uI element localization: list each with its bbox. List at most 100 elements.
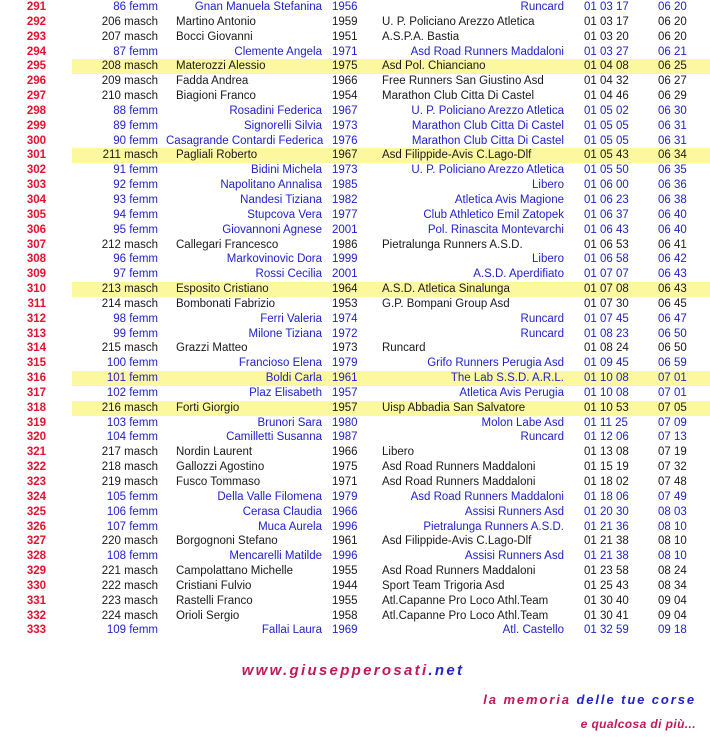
table-row: 296 209 masch Fadda Andrea 1966 Free Runners… (0, 74, 710, 89)
row-athlete-name: Forti Giorgio (166, 400, 326, 416)
row-birth-year: 1966 (332, 505, 358, 518)
row-bib-category: 206 masch (101, 15, 158, 28)
row-position: 325 (26, 505, 46, 518)
row-pace: 06 20 (658, 15, 687, 28)
table-row: 311 214 masch Bombonati Fabrizio 1953 G.P. B… (0, 297, 710, 312)
row-athlete-name: Mencarelli Matilde (229, 550, 322, 563)
row-position: 318 (26, 401, 46, 414)
row-pace: 07 01 (650, 371, 710, 386)
row-team: The Lab S.S.D. A.R.L. (374, 371, 574, 386)
row-position: 294 (26, 45, 46, 58)
row-finish-time: 01 07 08 (574, 282, 650, 297)
row-team: Runcard (520, 312, 564, 325)
row-finish-time: 01 03 20 (584, 30, 629, 43)
table-row: 294 87 femm Clemente Angela 1971 Asd Road Ru… (0, 45, 710, 60)
table-row: 321 217 masch Nordin Laurent 1966 Libero 01 1… (0, 445, 710, 460)
row-bib-category: 91 femm (113, 164, 158, 177)
row-team: Atletica Avis Magione (454, 193, 564, 206)
row-bib-category: 212 masch (101, 238, 158, 251)
footer-tagline-primary: la memoria (483, 692, 577, 707)
row-birth-year: 1971 (332, 476, 358, 488)
row-birth-year: 1961 (332, 535, 358, 548)
row-bib-category: 218 masch (101, 461, 158, 474)
row-birth-year: 2001 (332, 223, 358, 236)
row-birth-year: 1996 (332, 520, 358, 533)
row-position: 293 (26, 30, 46, 43)
row-finish-time: 01 13 08 (584, 446, 629, 459)
table-row: 298 88 femm Rosadini Federica 1967 U. P. Pol… (0, 104, 710, 119)
row-position: 333 (26, 624, 46, 637)
row-birth-year: 1953 (332, 297, 358, 310)
row-finish-time: 01 04 08 (574, 59, 650, 75)
row-pace: 06 50 (658, 327, 687, 340)
row-birth-year: 1999 (332, 253, 358, 266)
row-athlete-name: Biagioni Franco (176, 90, 256, 103)
row-finish-time: 01 08 23 (584, 327, 629, 340)
table-row: 325 106 femm Cerasa Claudia 1966 Assisi Runn… (0, 505, 710, 520)
row-finish-time: 01 21 36 (584, 520, 629, 533)
row-birth-year: 1964 (326, 282, 374, 297)
row-team: Runcard (520, 431, 564, 444)
table-row: 293 207 masch Bocci Giovanni 1951 A.S.P.A. B… (0, 30, 710, 45)
row-position: 328 (26, 550, 46, 563)
table-row: 327 220 masch Borgognoni Stefano 1961 Asd Fi… (0, 534, 710, 549)
row-birth-year: 1980 (332, 416, 358, 429)
row-finish-time: 01 21 38 (584, 535, 629, 548)
row-birth-year: 1986 (332, 238, 358, 251)
row-bib-category: 87 femm (113, 45, 158, 58)
row-athlete-name: Giovannoni Agnese (222, 223, 322, 236)
row-bib-category: 102 femm (106, 386, 158, 399)
row-athlete-name: Cerasa Claudia (242, 505, 322, 518)
row-bib-category: 93 femm (113, 193, 158, 206)
row-athlete-name: Rossi Cecilia (255, 268, 322, 281)
row-bib-category: 217 masch (101, 446, 158, 459)
row-pace: 07 32 (658, 461, 687, 474)
row-position: 309 (26, 268, 46, 281)
row-position: 299 (26, 119, 46, 132)
row-athlete-name: Martino Antonio (176, 15, 256, 28)
race-results-table: 291 86 femm Gnan Manuela Stefanina 1956 Runc… (0, 1, 710, 638)
row-bib-category: 207 masch (101, 30, 158, 43)
row-bib-category: 109 femm (106, 624, 158, 637)
row-team: G.P. Bompani Group Asd (382, 297, 510, 310)
row-bib-category: 88 femm (113, 104, 158, 117)
row-position: 324 (26, 490, 46, 503)
row-team: Libero (382, 446, 414, 459)
table-row: 312 98 femm Ferri Valeria 1974 Runcard 01 07 … (0, 312, 710, 327)
row-finish-time: 01 12 06 (584, 431, 629, 444)
row-team: Grifo Runners Perugia Asd (427, 357, 564, 370)
row-athlete-name: Esposito Cristiano (166, 282, 326, 297)
table-row: 326 107 femm Muca Aurela 1996 Pietralunga Ru… (0, 520, 710, 535)
table-row: 307 212 masch Callegari Francesco 1986 Pietr… (0, 238, 710, 253)
row-finish-time: 01 18 02 (584, 476, 629, 488)
row-bib-category: 222 masch (101, 579, 158, 592)
row-pace: 06 29 (658, 90, 687, 103)
row-finish-time: 01 11 25 (584, 416, 628, 429)
row-position: 308 (26, 253, 46, 266)
row-finish-time: 01 06 43 (584, 223, 629, 236)
table-row: 310 213 masch Esposito Cristiano 1964 A.S.D.… (0, 282, 710, 297)
row-athlete-name: Ferri Valeria (260, 312, 322, 325)
row-team: Assisi Runners Asd (464, 550, 564, 563)
row-team: Marathon Club Citta Di Castel (382, 90, 535, 103)
footer-site-primary: www.giusepperosati (241, 662, 429, 679)
row-bib-category: 100 femm (106, 357, 158, 370)
row-birth-year: 1966 (332, 75, 358, 88)
row-finish-time: 01 30 41 (584, 609, 629, 622)
row-finish-time: 01 05 50 (584, 164, 629, 177)
row-finish-time: 01 06 53 (584, 238, 629, 251)
row-team: Marathon Club Citta Di Castel (411, 119, 564, 132)
row-bib-category: 210 masch (101, 90, 158, 103)
row-position: 331 (26, 594, 46, 607)
row-athlete-name: Fusco Tommaso (176, 476, 261, 488)
row-birth-year: 1979 (332, 490, 358, 503)
row-pace: 06 40 (658, 208, 687, 221)
row-birth-year: 1996 (332, 550, 358, 563)
table-row: 304 93 femm Nandesi Tiziana 1982 Atletica Av… (0, 193, 710, 208)
row-bib-category: 215 masch (101, 342, 158, 355)
table-row: 333 109 femm Fallai Laura 1969 Atl. Castello… (0, 623, 710, 638)
row-bib-category: 103 femm (106, 416, 158, 429)
row-bib-category: 216 masch (72, 400, 166, 416)
row-bib-category: 95 femm (113, 223, 158, 236)
row-birth-year: 1969 (332, 624, 358, 637)
